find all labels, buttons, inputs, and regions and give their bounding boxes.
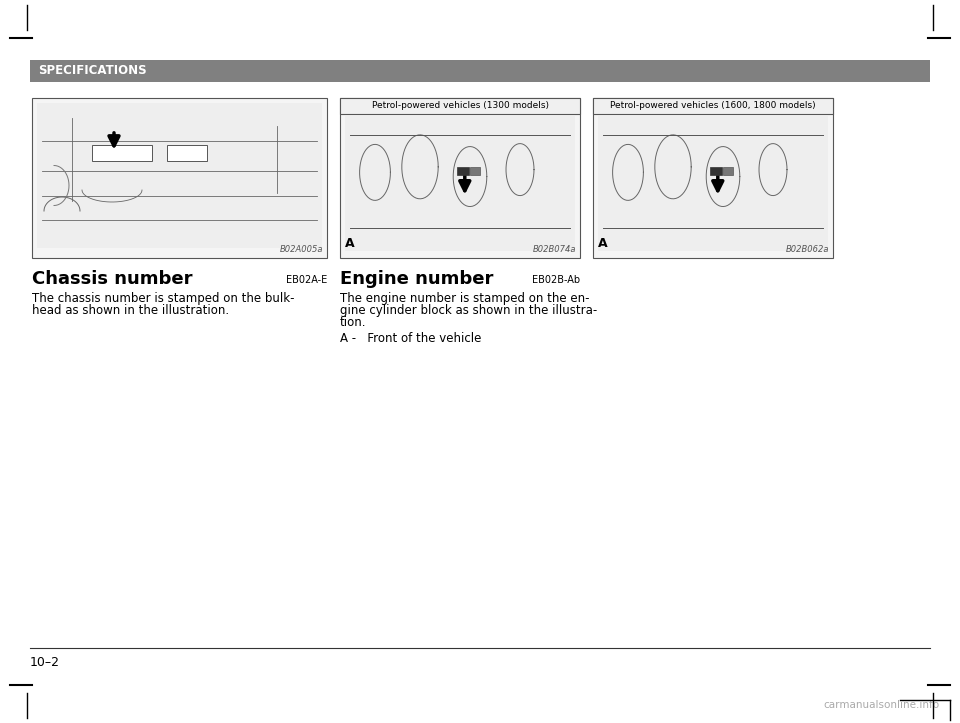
Text: 10–2: 10–2 <box>30 656 60 669</box>
Bar <box>709 167 722 175</box>
Text: The engine number is stamped on the en-: The engine number is stamped on the en- <box>340 292 589 305</box>
Text: B02B062a: B02B062a <box>785 245 829 254</box>
Text: tion.: tion. <box>340 316 367 329</box>
Text: Engine number: Engine number <box>340 270 493 288</box>
Bar <box>469 167 480 175</box>
Bar <box>593 98 833 258</box>
Bar <box>30 60 930 82</box>
Text: A: A <box>598 237 608 250</box>
Text: A -   Front of the vehicle: A - Front of the vehicle <box>340 332 481 345</box>
Text: Chassis number: Chassis number <box>32 270 193 288</box>
Text: B02B074a: B02B074a <box>533 245 576 254</box>
Text: Petrol-powered vehicles (1300 models): Petrol-powered vehicles (1300 models) <box>372 101 548 111</box>
Text: SPECIFICATIONS: SPECIFICATIONS <box>38 64 147 77</box>
Bar <box>92 145 152 161</box>
Bar <box>723 167 732 175</box>
Bar <box>598 116 828 251</box>
Bar <box>593 98 833 114</box>
Bar <box>345 116 575 251</box>
Text: gine cylinder block as shown in the illustra-: gine cylinder block as shown in the illu… <box>340 304 597 317</box>
Bar <box>457 167 468 175</box>
Text: head as shown in the illustration.: head as shown in the illustration. <box>32 304 229 317</box>
Bar <box>32 98 327 258</box>
Text: EB02A-E: EB02A-E <box>286 275 327 285</box>
Bar <box>167 145 207 161</box>
Text: B02A005a: B02A005a <box>279 245 323 254</box>
Text: The chassis number is stamped on the bulk-: The chassis number is stamped on the bul… <box>32 292 295 305</box>
Bar <box>340 98 580 114</box>
Bar <box>37 103 322 248</box>
Bar <box>340 98 580 258</box>
Text: Petrol-powered vehicles (1600, 1800 models): Petrol-powered vehicles (1600, 1800 mode… <box>611 101 816 111</box>
Text: carmanualsonline.info: carmanualsonline.info <box>824 700 940 710</box>
Text: EB02B-Ab: EB02B-Ab <box>532 275 580 285</box>
Text: A: A <box>346 237 355 250</box>
